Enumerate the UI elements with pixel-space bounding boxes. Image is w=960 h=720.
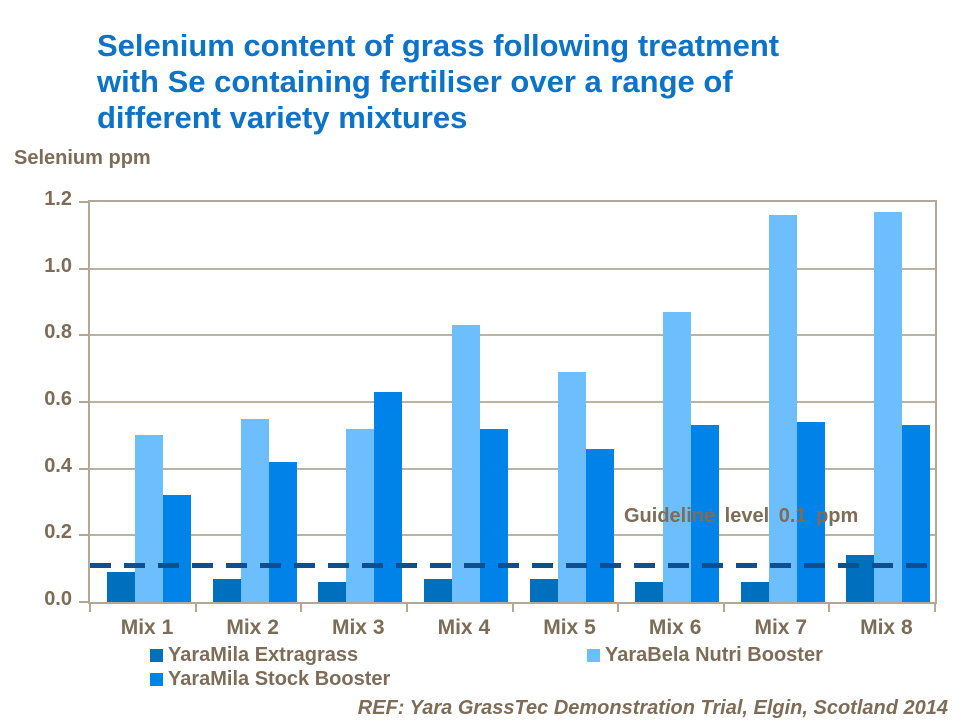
x-axis-tick bbox=[405, 604, 408, 612]
gridline-0.6 bbox=[90, 401, 935, 403]
x-axis-tick bbox=[194, 604, 197, 612]
legend-swatch-stock-booster bbox=[150, 672, 163, 686]
bar-yaramila-stock-booster-mix-5 bbox=[585, 448, 614, 602]
y-axis-title: Selenium ppm bbox=[14, 147, 151, 169]
y-axis-tick bbox=[79, 467, 88, 470]
chart-title: Selenium content of grass following trea… bbox=[97, 28, 857, 136]
bar-yaramila-stock-booster-mix-2 bbox=[268, 462, 297, 602]
y-axis-tick-label: 1.2 bbox=[44, 188, 72, 210]
guideline-dashed-line bbox=[90, 562, 935, 568]
gridline-0.4 bbox=[90, 467, 935, 470]
x-axis-labels: Mix 1 Mix 2 Mix 3 Mix 4 Mix 5 Mix 6 Mix 7 Mix 8 bbox=[88, 616, 933, 644]
gridline-0.2 bbox=[90, 534, 935, 537]
x-axis-tick bbox=[89, 604, 91, 612]
x-axis-label-mix-5: Mix 5 bbox=[543, 616, 596, 639]
legend-item-extragrass: YaraMila Extragrass bbox=[150, 643, 359, 666]
bar-yarabela-nutri-booster-mix-1 bbox=[135, 435, 163, 602]
bar-yaramila-extragrass-mix-3 bbox=[318, 582, 347, 602]
x-axis-label-mix-3: Mix 3 bbox=[331, 616, 385, 639]
bar-yaramila-stock-booster-mix-8 bbox=[902, 425, 931, 602]
bar-yaramila-extragrass-mix-2 bbox=[212, 578, 241, 602]
x-axis-tick bbox=[617, 604, 620, 612]
bar-yarabela-nutri-booster-mix-7 bbox=[768, 215, 797, 602]
x-axis-label-mix-4: Mix 4 bbox=[437, 616, 491, 639]
x-axis-tick bbox=[722, 604, 725, 612]
y-axis-tick bbox=[79, 334, 88, 337]
plot-area bbox=[79, 200, 937, 612]
bar-yaramila-extragrass-mix-1 bbox=[107, 572, 135, 602]
bar-yarabela-nutri-booster-mix-3 bbox=[346, 428, 375, 602]
bar-yaramila-extragrass-mix-7 bbox=[740, 582, 769, 602]
x-axis-label-mix-8: Mix 8 bbox=[860, 616, 913, 639]
x-axis-label-mix-2: Mix 2 bbox=[226, 616, 279, 639]
bar-yarabela-nutri-booster-mix-2 bbox=[240, 418, 269, 602]
bar-yaramila-stock-booster-mix-3 bbox=[374, 392, 403, 602]
chart-title-line-2: with Se containing fertiliser over a ran… bbox=[97, 64, 733, 99]
bar-yaramila-stock-booster-mix-7 bbox=[796, 422, 825, 602]
bar-yaramila-stock-booster-mix-6 bbox=[691, 425, 720, 602]
legend-item-stock-booster: YaraMila Stock Booster bbox=[150, 667, 391, 690]
bar-yarabela-nutri-booster-mix-8 bbox=[874, 212, 903, 602]
x-axis-tick bbox=[828, 604, 831, 612]
x-axis-tick bbox=[934, 604, 936, 612]
chart-title-line-3: different variety mixtures bbox=[97, 100, 468, 135]
gridline-1.0 bbox=[90, 267, 935, 270]
gridline-0.8 bbox=[90, 334, 935, 337]
reference-footer: REF: Yara GrassTec Demonstration Trial, … bbox=[357, 697, 948, 719]
bar-yarabela-nutri-booster-mix-6 bbox=[663, 312, 692, 602]
legend-label-stock-booster: YaraMila Stock Booster bbox=[168, 667, 391, 690]
bar-yaramila-extragrass-mix-6 bbox=[635, 582, 664, 602]
x-axis-tick bbox=[300, 604, 303, 612]
bar-yaramila-extragrass-mix-4 bbox=[423, 578, 452, 602]
x-axis-label-mix-6: Mix 6 bbox=[648, 616, 702, 639]
y-axis-tick bbox=[79, 534, 88, 537]
bar-yaramila-stock-booster-mix-4 bbox=[479, 428, 508, 602]
y-axis-tick bbox=[79, 201, 88, 203]
y-axis-tick-label: 0.0 bbox=[44, 588, 72, 610]
chart-title-line-1: Selenium content of grass following trea… bbox=[97, 28, 780, 63]
legend-swatch-extragrass bbox=[150, 648, 163, 662]
bar-yarabela-nutri-booster-mix-4 bbox=[451, 325, 480, 602]
y-axis-tick-label: 1.0 bbox=[44, 254, 72, 277]
legend-label-nutri-booster: YaraBela Nutri Booster bbox=[605, 643, 823, 666]
legend-label-extragrass: YaraMila Extragrass bbox=[168, 643, 359, 666]
y-axis-tick-label: 0.4 bbox=[44, 454, 72, 477]
y-axis-tick bbox=[79, 267, 88, 270]
guideline-label: Guideline level 0.1 ppm bbox=[624, 505, 859, 527]
x-axis-tick bbox=[511, 604, 514, 612]
y-axis-tick-label: 0.6 bbox=[44, 388, 72, 410]
y-axis-tick bbox=[79, 601, 88, 603]
y-axis-tick bbox=[79, 401, 88, 403]
legend-swatch-nutri-booster bbox=[587, 648, 600, 662]
bar-yaramila-extragrass-mix-5 bbox=[529, 578, 558, 602]
y-axis-tick-label: 0.2 bbox=[44, 521, 72, 544]
x-axis-label-mix-1: Mix 1 bbox=[120, 616, 174, 639]
bar-yaramila-stock-booster-mix-1 bbox=[163, 495, 191, 602]
x-axis-label-mix-7: Mix 7 bbox=[754, 616, 808, 639]
y-axis-tick-label: 0.8 bbox=[44, 321, 72, 344]
legend-item-nutri-booster: YaraBela Nutri Booster bbox=[587, 643, 823, 666]
